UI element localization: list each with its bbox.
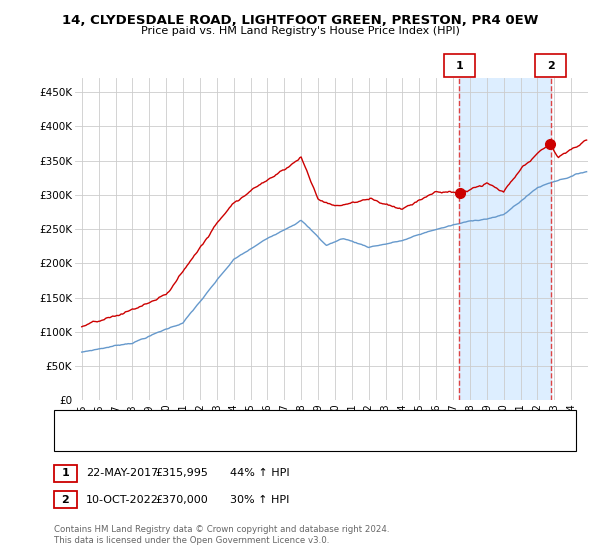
Text: Contains HM Land Registry data © Crown copyright and database right 2024.
This d: Contains HM Land Registry data © Crown c…	[54, 525, 389, 545]
Text: Price paid vs. HM Land Registry's House Price Index (HPI): Price paid vs. HM Land Registry's House …	[140, 26, 460, 36]
Text: 2: 2	[547, 60, 554, 71]
Text: 10-OCT-2022: 10-OCT-2022	[86, 494, 158, 505]
Text: HPI: Average price, detached house, Preston: HPI: Average price, detached house, Pres…	[96, 435, 313, 445]
Text: 30% ↑ HPI: 30% ↑ HPI	[230, 494, 289, 505]
Bar	[460, 78, 551, 400]
Text: 14, CLYDESDALE ROAD, LIGHTFOOT GREEN, PRESTON, PR4 0EW: 14, CLYDESDALE ROAD, LIGHTFOOT GREEN, PR…	[62, 14, 538, 27]
Text: 2: 2	[62, 494, 69, 505]
Text: 14, CLYDESDALE ROAD, LIGHTFOOT GREEN, PRESTON, PR4 0EW (detached house): 14, CLYDESDALE ROAD, LIGHTFOOT GREEN, PR…	[96, 417, 499, 427]
Text: 1: 1	[455, 60, 463, 71]
Text: 22-MAY-2017: 22-MAY-2017	[86, 468, 158, 478]
Text: 44% ↑ HPI: 44% ↑ HPI	[230, 468, 289, 478]
Text: 1: 1	[62, 468, 69, 478]
Text: £370,000: £370,000	[155, 494, 208, 505]
Text: £315,995: £315,995	[155, 468, 208, 478]
